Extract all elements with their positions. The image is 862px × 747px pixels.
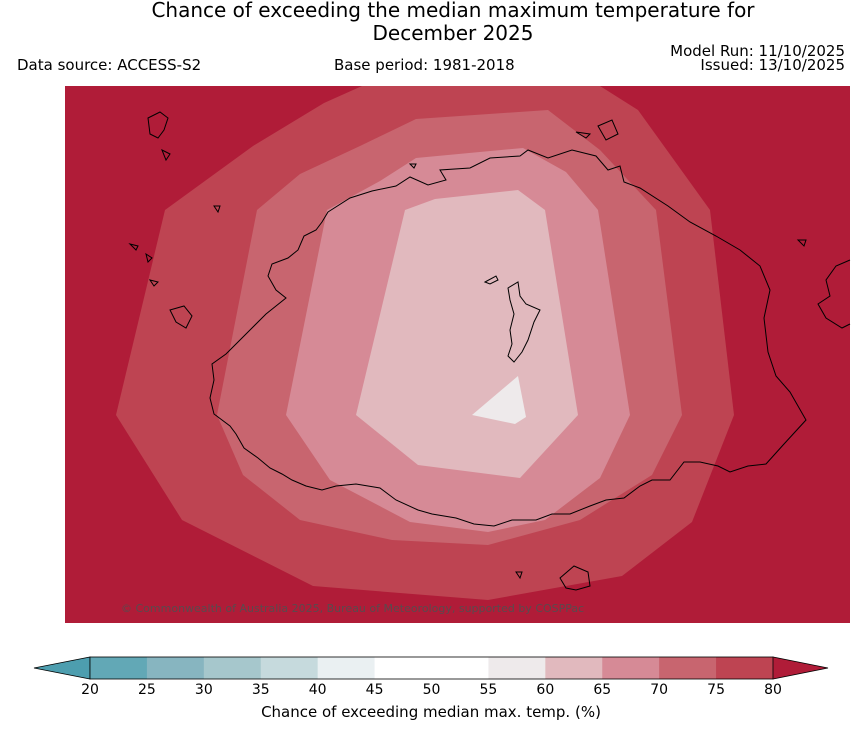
colorbar-tick-label: 60 xyxy=(536,682,555,698)
colorbar-segment xyxy=(317,657,376,679)
colorbar-segment xyxy=(545,657,603,679)
colorbar-tick-label: 20 xyxy=(81,682,99,698)
colorbar-tick-label: 40 xyxy=(308,682,327,698)
colorbar-segment xyxy=(716,657,774,679)
issued-date: Issued: 13/10/2025 xyxy=(700,56,845,74)
coastline xyxy=(128,111,851,591)
colorbar-segment xyxy=(146,657,205,679)
colorbar-tick-label: 75 xyxy=(707,682,725,698)
data-source: Data source: ACCESS-S2 xyxy=(17,56,202,74)
colorbar-segment xyxy=(374,657,432,679)
colorbar-tick-label: 25 xyxy=(137,682,156,698)
colorbar-tick-label: 50 xyxy=(422,682,441,698)
colorbar-tick-label: 45 xyxy=(365,682,384,698)
colorbar-segment xyxy=(203,657,262,679)
colorbar-frame xyxy=(89,656,774,680)
colorbar-tick-label: 70 xyxy=(650,682,669,698)
colorbar-segment xyxy=(488,657,546,679)
colorbar-segment xyxy=(602,657,660,679)
colorbar-segment xyxy=(431,657,489,679)
colorbar-under-arrow xyxy=(33,656,91,680)
colorbar-segment xyxy=(659,657,717,679)
colorbar-tick-label: 65 xyxy=(593,682,612,698)
colorbar-segment xyxy=(90,657,148,679)
colorbar-label: Chance of exceeding median max. temp. (%… xyxy=(261,703,601,721)
colorbar-segment xyxy=(260,657,319,679)
copyright-notice: © Commonwealth of Australia 2025, Bureau… xyxy=(121,602,585,615)
colorbar xyxy=(33,656,829,680)
colorbar-tick-label: 80 xyxy=(764,682,782,698)
title-line-2: December 2025 xyxy=(372,21,534,45)
colorbar-tick-label: 55 xyxy=(479,682,498,698)
model-run: Model Run: 11/10/2025 xyxy=(670,42,845,60)
base-period: Base period: 1981-2018 xyxy=(334,56,515,74)
colorbar-over-arrow xyxy=(772,656,829,680)
colorbar-tick-label: 30 xyxy=(194,682,213,698)
band-55-60 xyxy=(472,376,526,424)
title-line-1: Chance of exceeding the median maximum t… xyxy=(151,0,755,22)
colorbar-tick-label: 35 xyxy=(251,682,270,698)
